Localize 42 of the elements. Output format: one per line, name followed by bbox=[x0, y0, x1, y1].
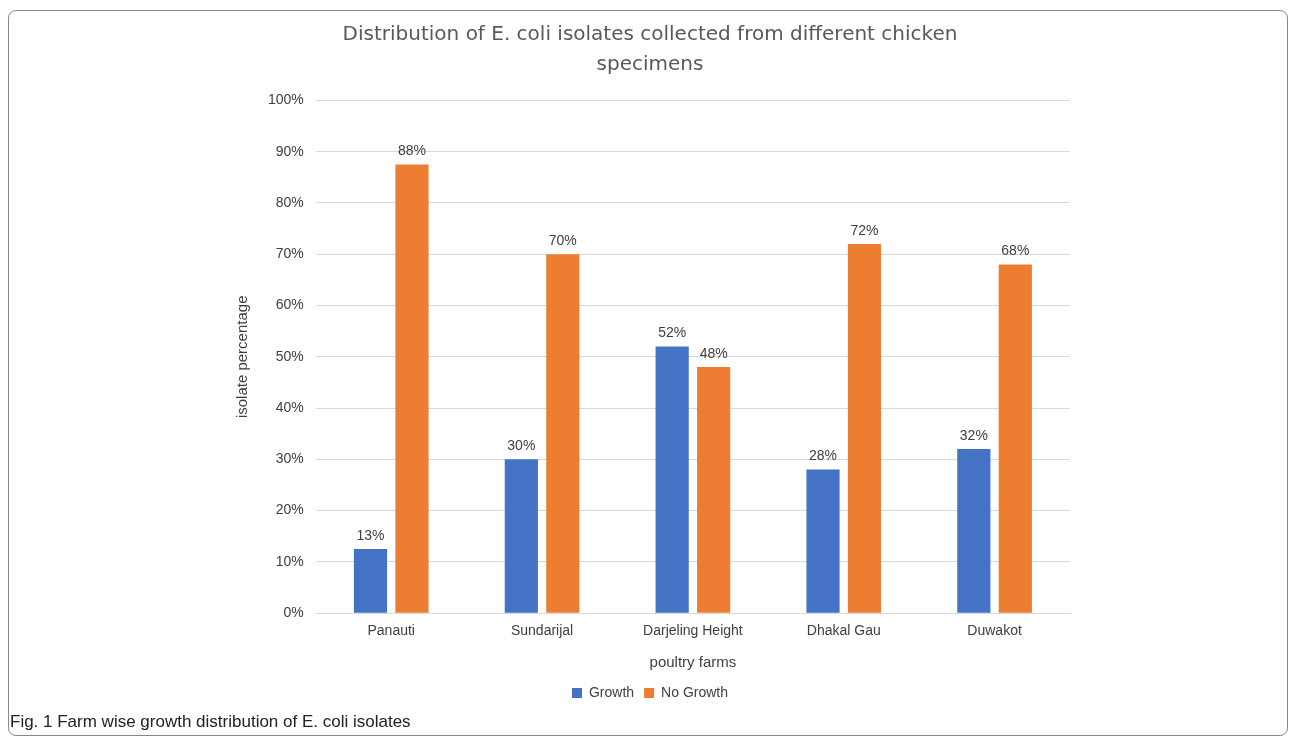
chart-title: Distribution of E. coli isolates collected from different chicken specimens bbox=[341, 20, 959, 77]
bar bbox=[847, 243, 882, 613]
y-tick-label: 20% bbox=[275, 501, 304, 518]
bar bbox=[546, 254, 580, 613]
y-tick-label: 0% bbox=[283, 604, 304, 621]
x-tick-label: Dhakal Gau bbox=[806, 622, 881, 639]
y-tick-label: 40% bbox=[275, 398, 304, 415]
legend-label: No Growth bbox=[661, 683, 729, 700]
y-tick-label: 30% bbox=[275, 450, 304, 467]
bar bbox=[655, 346, 689, 613]
y-tick-label: 70% bbox=[275, 245, 304, 262]
y-tick-label: 60% bbox=[275, 296, 304, 313]
bar bbox=[353, 549, 388, 613]
y-tick-label: 90% bbox=[275, 142, 304, 159]
data-label: 72% bbox=[850, 221, 879, 238]
bar bbox=[504, 459, 538, 613]
y-tick-label: 50% bbox=[275, 347, 304, 364]
data-label: 13% bbox=[356, 526, 385, 543]
y-tick-label: 80% bbox=[275, 193, 304, 210]
data-label: 28% bbox=[808, 447, 838, 464]
x-tick-label: Sundarijal bbox=[510, 622, 574, 639]
bar bbox=[957, 449, 991, 613]
y-tick-label: 10% bbox=[275, 552, 304, 569]
data-label: 48% bbox=[699, 344, 728, 361]
bar bbox=[806, 469, 840, 613]
data-label: 88% bbox=[397, 142, 426, 159]
x-tick-label: Darjeling Height bbox=[643, 622, 743, 639]
data-label: 30% bbox=[507, 437, 536, 454]
data-label: 70% bbox=[548, 232, 577, 249]
legend-label: Growth bbox=[588, 683, 635, 700]
y-axis-title: isolate percentage bbox=[233, 295, 251, 419]
bar bbox=[395, 164, 429, 613]
data-label: 32% bbox=[959, 426, 988, 443]
x-tick-label: Duwakot bbox=[967, 622, 1022, 639]
data-label: 52% bbox=[658, 324, 687, 341]
caption: Fig. 1 Farm wise growth distribution of E. coli isolates bbox=[10, 712, 411, 732]
bar bbox=[697, 367, 731, 613]
x-axis-title: poultry farms bbox=[649, 653, 737, 671]
bar bbox=[998, 264, 1032, 613]
y-tick-label: 100% bbox=[267, 91, 304, 108]
data-label: 68% bbox=[1001, 242, 1030, 259]
x-tick-label: Panauti bbox=[367, 622, 415, 639]
